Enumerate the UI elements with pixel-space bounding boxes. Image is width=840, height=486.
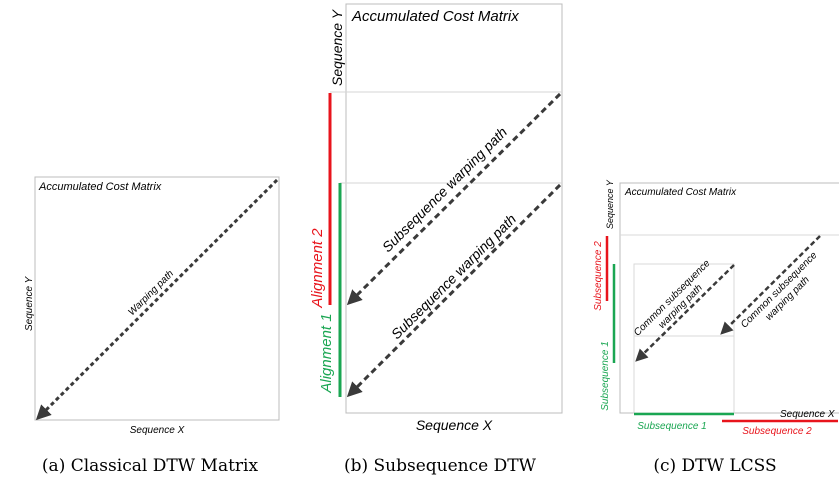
panel-b-x-label: Sequence X — [416, 417, 493, 433]
panel-c-x-label: Sequence X — [780, 409, 835, 420]
panel-b: Accumulated Cost Matrix Sequence Y Seque… — [309, 3, 563, 476]
panel-c-warping-path-2 — [720, 235, 821, 335]
panel-c-matrix-frame — [619, 182, 839, 414]
panel-b-warping-path-2 — [346, 183, 562, 398]
panel-a-y-label: Sequence Y — [24, 275, 35, 331]
panel-c-subseq-1-x-label: Subsequence 1 — [637, 421, 707, 432]
panel-a-warping-path — [35, 178, 279, 421]
panel-c-path-label-2: Common subsequence warping path — [739, 250, 820, 331]
panel-c-subseq-2-x-label: Subsequence 2 — [742, 426, 812, 437]
panel-c-warping-path-1 — [635, 264, 735, 362]
panel-c-subseq-2-y-label: Subsequence 2 — [593, 241, 604, 311]
panel-b-y-label: Sequence Y — [329, 8, 345, 86]
panel-a-caption: (a) Classical DTW Matrix — [42, 456, 259, 476]
panel-a-matrix-title: Accumulated Cost Matrix — [38, 181, 162, 193]
svg-text:Common subsequence: Common subsequence — [739, 250, 820, 331]
panel-c-subseq-1-y-label: Subsequence 1 — [600, 341, 611, 411]
panel-c-submatrix-2 — [633, 335, 735, 414]
panel-c-caption: (c) DTW LCSS — [653, 456, 776, 476]
panel-c-y-label: Sequence Y — [605, 179, 615, 229]
panel-a-path-label: Warping path — [126, 268, 176, 318]
panel-c-matrix-title: Accumulated Cost Matrix — [624, 187, 737, 198]
panel-a: Accumulated Cost Matrix Sequence Y Seque… — [24, 176, 280, 476]
svg-text:Common subsequence: Common subsequence — [632, 258, 713, 339]
panel-c-path-label-1: Common subsequence warping path — [632, 258, 713, 339]
panel-b-alignment-2-label: Alignment 2 — [309, 228, 326, 309]
panel-a-matrix-frame — [34, 176, 280, 421]
panel-a-x-label: Sequence X — [130, 425, 185, 436]
panel-b-matrix-title: Accumulated Cost Matrix — [351, 8, 519, 25]
panel-b-matrix-frame — [345, 3, 563, 414]
panel-b-caption: (b) Subsequence DTW — [344, 456, 537, 476]
panel-b-alignment-1-label: Alignment 1 — [318, 313, 335, 393]
panel-c: Accumulated Cost Matrix Sequence Y Seque… — [593, 179, 839, 476]
